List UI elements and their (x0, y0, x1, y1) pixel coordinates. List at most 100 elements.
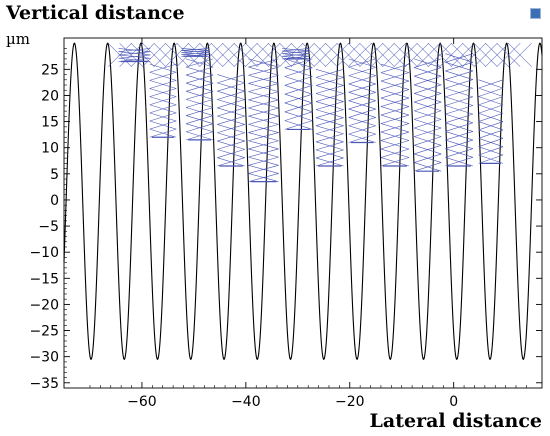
ray-line (380, 97, 410, 107)
ray-line (186, 123, 214, 133)
ray-line (210, 43, 235, 67)
ray-line (315, 77, 344, 86)
ray-line (348, 75, 376, 85)
ray-line (282, 48, 310, 52)
ray-line (393, 43, 418, 67)
ray-line (414, 127, 442, 137)
y-tick-label: −35 (29, 376, 59, 392)
ray-line (473, 43, 498, 67)
ray-line (380, 123, 410, 133)
ray-line (217, 74, 245, 84)
ray-line (149, 112, 177, 122)
ray-line (315, 157, 344, 167)
ray-line (348, 100, 376, 110)
ray-line (478, 87, 504, 97)
ray-line (181, 50, 210, 53)
ray-line (445, 53, 473, 63)
ray-line (416, 43, 441, 67)
ray-line (282, 50, 310, 54)
ray-line (380, 72, 410, 82)
ray-line (315, 69, 344, 78)
ray-line (485, 43, 509, 67)
plot-frame (63, 37, 543, 389)
ray-line (462, 43, 487, 67)
ray-line (217, 124, 245, 134)
ray-line (496, 43, 521, 67)
ray-line (248, 164, 279, 174)
ray-line (118, 51, 151, 56)
ray-line (380, 80, 410, 90)
y-tick-label: −10 (29, 245, 59, 261)
x-tick-label: 0 (449, 394, 458, 410)
ray-line (315, 133, 344, 143)
ray-line (315, 125, 344, 135)
ray-line (382, 43, 407, 67)
ray-line (284, 93, 313, 104)
ray-line (248, 91, 279, 101)
ray-line (315, 93, 344, 102)
ray-line (414, 145, 442, 155)
ray-line (414, 153, 442, 163)
ray-line (405, 43, 429, 67)
ray-line (445, 96, 473, 106)
y-tick-label: 15 (41, 115, 59, 131)
x-tick-label: −20 (335, 394, 365, 410)
ray-line (149, 80, 177, 89)
ray-line (478, 146, 504, 156)
ray-line (315, 149, 344, 159)
ray-line (348, 125, 376, 135)
ray-line (186, 90, 214, 100)
ray-line (248, 107, 279, 117)
ray-line (118, 48, 151, 53)
ray-line (478, 96, 504, 106)
export-icon[interactable] (530, 8, 541, 19)
ray-line (284, 76, 313, 86)
y-tick-label: −25 (29, 324, 59, 340)
ray-line (149, 96, 177, 106)
ray-line (217, 107, 245, 117)
ray-line (248, 124, 279, 133)
y-axis-ticks: 25 20 15 10 5 0 −5 −10 −15 −20 −25 −30 −35 (29, 48, 542, 392)
y-axis-unit: µm (6, 30, 30, 48)
x-tick-label: −60 (127, 394, 157, 410)
ray-line (284, 67, 313, 77)
ray-line (445, 131, 473, 141)
ray-line (248, 58, 279, 68)
ray-line (348, 66, 376, 76)
ray-line (348, 92, 376, 101)
ray-line (186, 82, 214, 92)
x-tick-label: −40 (231, 394, 261, 410)
ray-line (217, 140, 245, 150)
y-axis-title: Vertical distance (6, 2, 185, 24)
ray-line (217, 115, 245, 125)
ray-line (348, 83, 376, 93)
ray-line (279, 43, 304, 67)
ray-line (380, 157, 410, 167)
ray-line (284, 111, 313, 121)
ray-line (414, 136, 442, 146)
ray-line (439, 43, 464, 67)
ray-line (414, 67, 442, 77)
ray-line (199, 43, 224, 67)
ray-line (380, 89, 410, 99)
y-tick-label: −15 (29, 271, 59, 287)
ray-line (414, 93, 442, 103)
y-tick-label: 5 (50, 167, 59, 183)
ray-line (248, 99, 279, 109)
ray-line (445, 79, 473, 89)
ray-line (149, 88, 177, 97)
ray-line (149, 128, 177, 138)
ray-line (445, 139, 473, 149)
ray-line (336, 43, 361, 67)
y-tick-label: −30 (29, 350, 59, 366)
y-tick-label: 25 (41, 62, 59, 78)
ray-line (186, 107, 214, 116)
ray-line (119, 43, 144, 67)
ray-line (217, 157, 245, 167)
ray-line (414, 58, 442, 68)
ray-line (267, 43, 292, 67)
ray-line (142, 43, 167, 67)
ray-line (313, 43, 338, 67)
ray-line (428, 43, 452, 67)
